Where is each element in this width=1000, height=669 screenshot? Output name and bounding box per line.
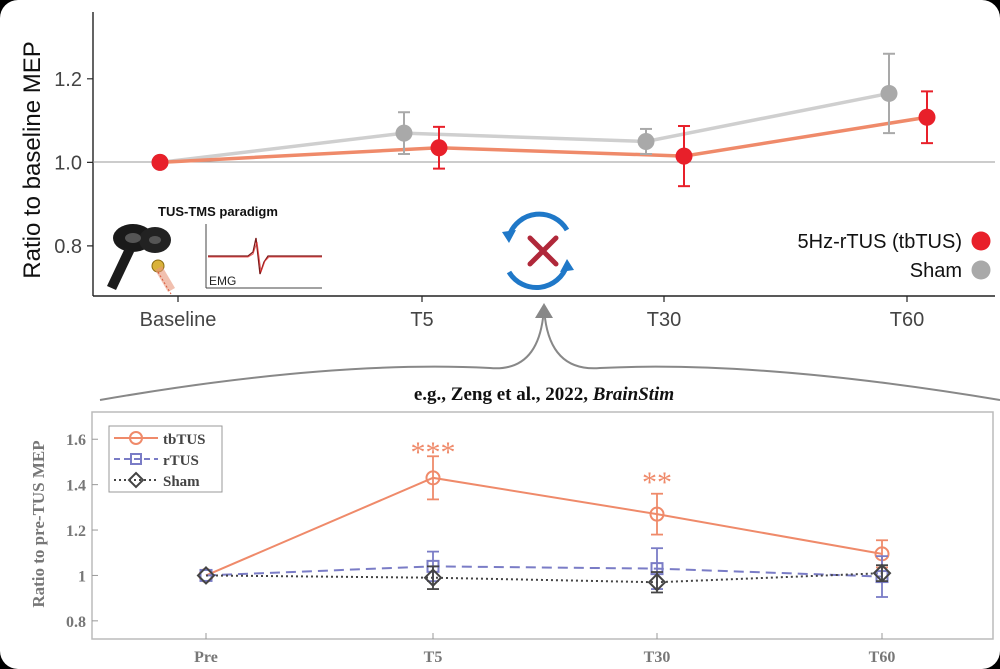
top-x-tick-label: T30 xyxy=(647,309,681,331)
bottom-x-tick-label: T30 xyxy=(644,649,671,666)
bottom-y-tick-label: 1.4 xyxy=(66,478,86,495)
connector-arrowhead xyxy=(535,303,553,318)
top-y-tick-label: 1.2 xyxy=(54,69,82,91)
top-series-line xyxy=(159,115,928,165)
top-x-tick-label: T5 xyxy=(410,309,433,331)
top-x-tick-label: T60 xyxy=(890,309,924,331)
bottom-y-tick-label: 1.6 xyxy=(66,432,86,449)
bottom-x-tick-label: T5 xyxy=(424,649,443,666)
citation: e.g., Zeng et al., 2022, BrainStim xyxy=(414,384,674,405)
bottom-x-tick-label: Pre xyxy=(194,649,218,666)
bottom-legend-label-rtus: rTUS xyxy=(163,453,199,469)
significance-annotation: ** xyxy=(642,466,672,499)
citation-prefix: e.g., Zeng et al., 2022, xyxy=(414,384,593,405)
tms-coil-icon xyxy=(107,224,175,295)
top-series-line xyxy=(159,91,890,165)
significance-annotation: *** xyxy=(411,436,456,469)
bottom-data-point xyxy=(425,470,441,486)
emg-trace: EMG xyxy=(205,224,322,289)
bottom-legend-marker-tbtus xyxy=(129,431,143,445)
bottom-x-tick-label: T60 xyxy=(869,649,896,666)
top-legend-label-sham: Sham xyxy=(910,260,962,282)
top-data-point xyxy=(637,132,655,150)
top-data-point xyxy=(430,139,448,157)
emg-label: EMG xyxy=(209,274,236,288)
inset-paradigm: TUS-TMS paradigm EMG xyxy=(107,204,322,295)
bottom-data-point xyxy=(649,506,665,522)
top-x-tick-label: Baseline xyxy=(140,309,217,331)
bottom-y-axis-label: Ratio to pre-TUS MEP xyxy=(29,440,48,607)
citation-journal: BrainStim xyxy=(592,384,674,405)
bottom-data-point xyxy=(423,568,443,588)
top-data-point xyxy=(880,84,898,102)
top-data-point xyxy=(395,124,413,142)
bottom-legend: tbTUS rTUS Sham xyxy=(108,425,223,493)
bottom-y-tick-label: 0.8 xyxy=(66,614,86,631)
bottom-legend-marker-rtus xyxy=(130,453,142,465)
top-y-axis-label: Ratio to baseline MEP xyxy=(19,41,46,278)
top-data-point xyxy=(918,108,936,126)
top-legend-label-tbtus: 5Hz-rTUS (tbTUS) xyxy=(798,231,962,253)
bottom-chart: Ratio to pre-TUS MEP 0.8 1 1.2 1.4 1.6 Pre T5… xyxy=(29,411,994,666)
bottom-data-point xyxy=(196,566,216,585)
top-y-tick-label: 0.8 xyxy=(54,236,82,258)
bottom-data-point xyxy=(872,563,892,583)
bottom-plot-frame xyxy=(91,411,994,640)
bottom-data-point xyxy=(199,568,213,582)
bottom-legend-label-tbtus: tbTUS xyxy=(163,432,206,448)
zoom-connector xyxy=(99,303,1000,401)
top-legend-marker-tbtus xyxy=(971,231,991,251)
top-data-point xyxy=(151,153,169,171)
inset-title: TUS-TMS paradigm xyxy=(158,204,278,219)
top-chart: Ratio to baseline MEP 0.8 1.0 1.2 Baseline… xyxy=(19,12,995,331)
bottom-data-point xyxy=(647,572,667,592)
bottom-series-line xyxy=(205,565,883,578)
bottom-legend-label-sham: Sham xyxy=(163,474,200,490)
bottom-series-line xyxy=(205,572,883,584)
top-legend: 5Hz-rTUS (tbTUS) Sham xyxy=(798,231,991,282)
top-y-tick-label: 1.0 xyxy=(54,152,82,174)
bottom-y-tick-label: 1 xyxy=(78,568,86,585)
bottom-series-line xyxy=(205,476,883,577)
bottom-y-tick-label: 1.2 xyxy=(66,523,86,540)
top-data-point xyxy=(675,147,693,165)
refresh-cross-icon xyxy=(502,211,574,291)
bottom-legend-marker-sham xyxy=(127,471,145,489)
top-legend-marker-sham xyxy=(971,260,991,280)
